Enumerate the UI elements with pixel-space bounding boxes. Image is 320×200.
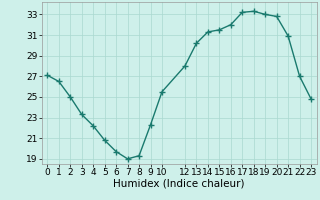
X-axis label: Humidex (Indice chaleur): Humidex (Indice chaleur) <box>114 179 245 189</box>
